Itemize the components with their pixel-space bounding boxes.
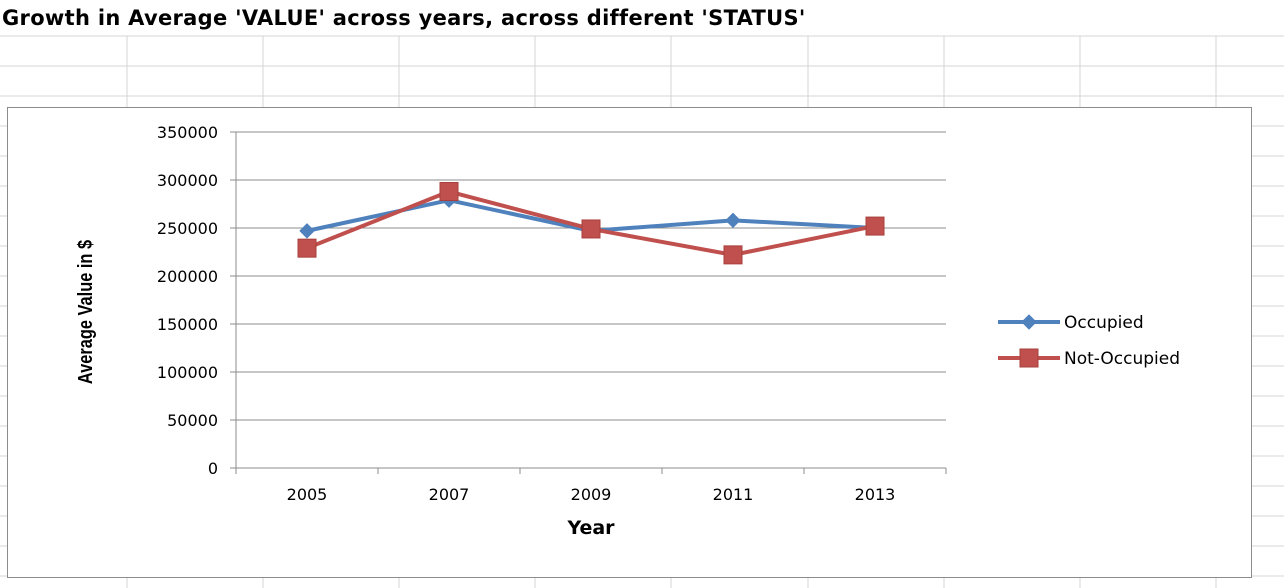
data-point-not-occupied [581,219,601,239]
y-tick-label: 50000 [167,411,218,430]
data-point-not-occupied [865,216,885,236]
y-tick-label: 200000 [157,267,218,286]
x-tick-label: 2011 [713,485,754,504]
y-tick-label: 250000 [157,219,218,238]
data-point-not-occupied [723,245,743,265]
y-tick-label: 0 [208,459,218,478]
chart-container[interactable]: 0 50000 100000 150000 200000 250000 300000 3500… [7,107,1252,578]
legend-label: Not-Occupied [1064,349,1180,369]
x-tick-label: 2013 [855,485,896,504]
y-tick-label: 150000 [157,315,218,334]
data-point-occupied [725,212,741,229]
data-point-occupied [299,223,315,239]
legend-marker [1019,348,1039,368]
legend-marker [1021,314,1037,330]
legend-label: Occupied [1064,313,1144,333]
x-tick-label: 2005 [287,485,328,504]
x-tick-label: 2009 [571,485,612,504]
y-tick-label: 100000 [157,363,218,382]
line-chart: 0 50000 100000 150000 200000 250000 300000 3500… [73,123,1180,539]
y-axis-title: Average Value in $ [73,240,96,384]
y-tick-label: 300000 [157,171,218,190]
x-tick-label: 2007 [429,485,470,504]
data-point-not-occupied [439,182,459,202]
x-axis-title: Year [566,517,615,539]
sheet-title: Growth in Average 'VALUE' across years, … [2,6,806,30]
data-point-not-occupied [297,238,317,258]
y-tick-label: 350000 [157,123,218,142]
